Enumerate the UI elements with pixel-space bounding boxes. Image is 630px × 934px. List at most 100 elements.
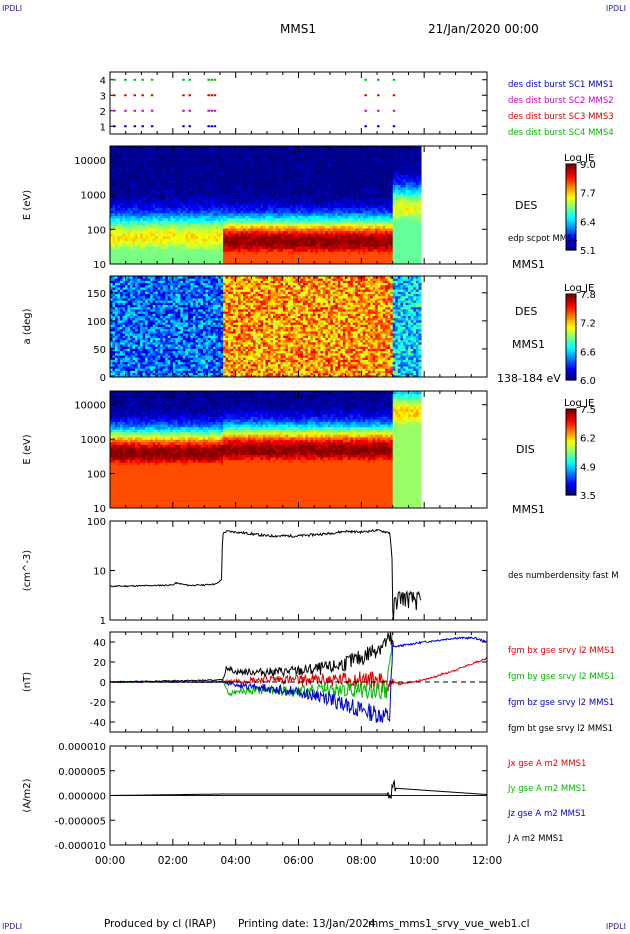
des-energy-cell — [175, 148, 179, 152]
des-energy-cell — [205, 212, 209, 216]
des-energy-cell — [172, 199, 176, 203]
des-energy-cell — [160, 220, 164, 224]
des-energy-cell — [135, 202, 139, 206]
des-energy-cell — [140, 225, 144, 229]
des-energy-cell — [140, 197, 144, 201]
des-energy-cell — [185, 210, 189, 214]
des-energy-cell — [130, 174, 134, 178]
des-energy-cell — [175, 156, 179, 160]
des-energy-cell — [165, 166, 169, 170]
des-energy-cell — [180, 158, 184, 162]
des-energy-cell — [165, 163, 169, 168]
des-energy-cell — [125, 176, 129, 180]
des-energy-cell — [190, 194, 194, 198]
des-energy-cell — [147, 238, 151, 242]
des-energy-cell — [180, 194, 184, 198]
des-energy-cell — [110, 261, 114, 265]
des-energy-cell — [130, 187, 134, 191]
des-energy-cell — [122, 179, 126, 183]
des-energy-cell — [145, 251, 149, 255]
des-energy-cell — [145, 156, 149, 160]
des-energy-cell — [200, 256, 204, 260]
des-energy-cell — [185, 158, 189, 162]
des-energy-cell — [117, 148, 121, 152]
des-energy-cell — [197, 179, 201, 183]
des-energy-cell — [165, 146, 169, 150]
des-energy-cell — [177, 210, 181, 214]
des-energy-cell — [125, 222, 129, 227]
des-energy-cell — [135, 238, 139, 242]
des-energy-cell — [190, 261, 194, 265]
des-energy-cell — [187, 163, 191, 168]
des-energy-cell — [115, 189, 119, 193]
des-energy-cell — [117, 192, 121, 196]
des-energy-cell — [155, 153, 159, 157]
des-energy-cell — [147, 194, 151, 198]
des-energy-cell — [162, 194, 166, 198]
des-energy-cell — [187, 253, 191, 257]
des-energy-cell — [145, 258, 149, 262]
des-energy-cell — [122, 199, 126, 203]
des-energy-cell — [175, 179, 179, 183]
des-energy-cell — [140, 233, 144, 237]
des-energy-cell — [117, 253, 121, 257]
des-energy-cell — [117, 184, 121, 188]
des-energy-cell — [150, 194, 154, 198]
des-energy-cell — [117, 225, 121, 229]
des-energy-cell — [202, 192, 207, 196]
des-energy-cell — [150, 215, 154, 219]
des-energy-cell — [140, 205, 144, 209]
des-energy-cell — [110, 235, 114, 239]
des-energy-cell — [162, 153, 166, 157]
des-energy-cell — [162, 225, 166, 229]
des-energy-cell — [127, 217, 131, 221]
des-energy-cell — [120, 248, 124, 252]
des-energy-cell — [157, 166, 161, 170]
des-energy-cell — [120, 174, 124, 178]
des-energy-cell — [162, 248, 166, 252]
des-energy-cell — [192, 146, 196, 150]
des-energy-cell — [152, 233, 156, 237]
des-energy-cell — [202, 238, 207, 242]
des-energy-cell — [160, 230, 164, 234]
des-energy-cell — [172, 171, 176, 175]
des-energy-cell — [192, 207, 196, 211]
des-energy-cell — [180, 187, 184, 191]
des-energy-cell — [130, 207, 134, 211]
des-energy-cell — [197, 146, 201, 150]
des-energy-cell — [167, 235, 171, 239]
des-energy-cell — [122, 217, 126, 221]
des-energy-cell — [120, 163, 124, 168]
des-energy-cell — [185, 199, 189, 203]
des-energy-cell — [192, 220, 196, 224]
des-energy-cell — [157, 207, 161, 211]
des-energy-cell — [127, 192, 131, 196]
des-energy-cell — [162, 181, 166, 185]
des-energy-cell — [127, 238, 131, 242]
des-energy-cell — [140, 243, 144, 247]
des-energy-cell — [145, 228, 149, 232]
des-energy-cell — [137, 197, 141, 201]
des-energy-cell — [135, 205, 139, 209]
des-energy-cell — [162, 251, 166, 255]
des-energy-cell — [120, 256, 124, 260]
des-energy-cell — [192, 225, 196, 229]
des-energy-cell — [152, 189, 156, 193]
des-energy-cell — [160, 235, 164, 239]
des-energy-cell — [162, 253, 166, 257]
des-energy-cell — [130, 261, 134, 265]
des-energy-cell — [182, 184, 186, 188]
des-energy-cell — [192, 163, 196, 168]
des-energy-cell — [165, 212, 169, 216]
des-energy-cell — [127, 210, 131, 214]
des-energy-cell — [127, 166, 131, 170]
des-energy-cell — [177, 166, 181, 170]
des-energy-cell — [127, 243, 131, 247]
des-energy-cell — [187, 225, 191, 229]
des-energy-cell — [195, 222, 199, 227]
des-energy-cell — [142, 222, 146, 227]
des-energy-cell — [140, 166, 144, 170]
des-energy-cell — [200, 189, 204, 193]
des-energy-cell — [122, 151, 126, 155]
des-energy-cell — [132, 251, 136, 255]
